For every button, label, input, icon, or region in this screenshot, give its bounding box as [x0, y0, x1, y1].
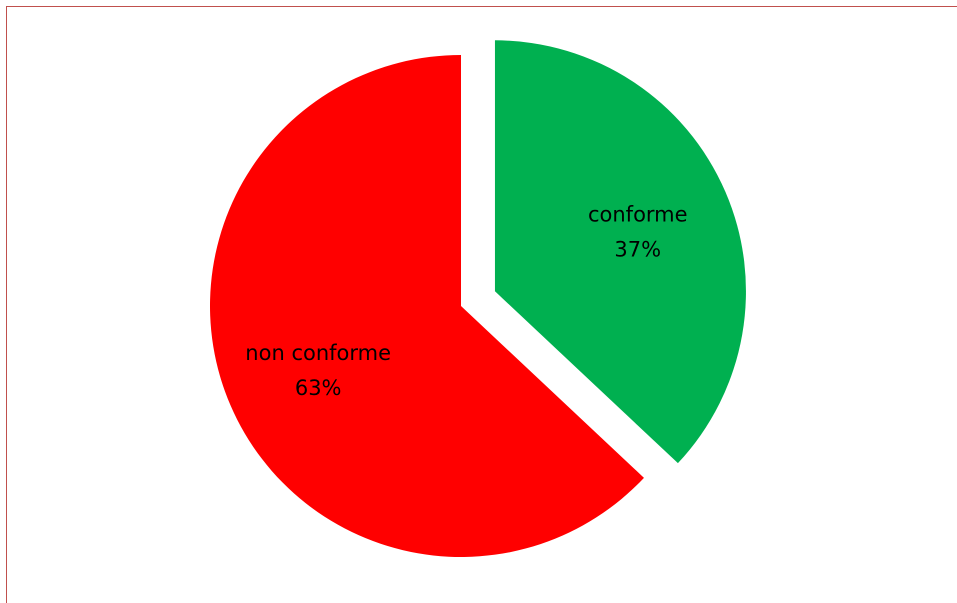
pie-label-conforme: conforme 37% — [588, 203, 688, 262]
pie-label-category: non conforme — [245, 341, 391, 365]
pie-label-non-conforme: non conforme 63% — [245, 341, 391, 400]
pie-label-percent: 63% — [295, 376, 342, 400]
pie-labels: conforme 37% non conforme 63% — [245, 203, 687, 400]
pie-label-category: conforme — [588, 203, 688, 227]
pie-slice-conforme — [494, 40, 746, 464]
pie-slice-non-conforme — [210, 55, 644, 557]
pie-slices — [210, 40, 746, 557]
pie-label-percent: 37% — [614, 238, 661, 262]
